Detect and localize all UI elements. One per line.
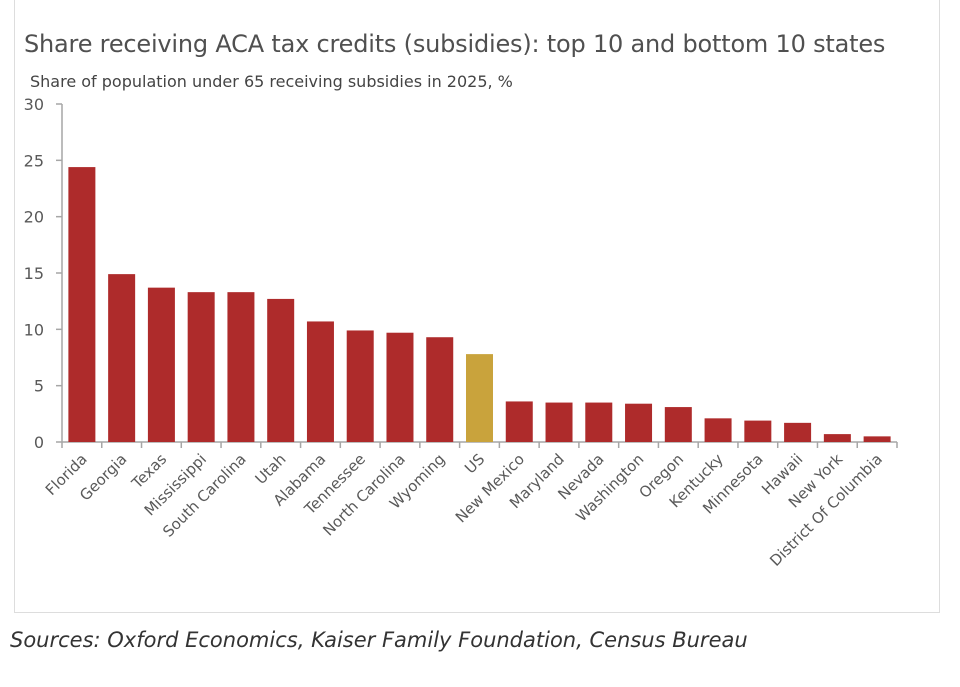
bar-maryland: [545, 402, 573, 442]
source-note: Sources: Oxford Economics, Kaiser Family…: [10, 628, 748, 652]
bar-district-of-columbia: [863, 436, 891, 442]
y-tick-label: 15: [24, 264, 44, 283]
bar-florida: [68, 167, 96, 443]
chart-frame: [14, 0, 940, 613]
x-tick-label: US: [461, 450, 488, 477]
bar-oregon: [664, 407, 692, 442]
bar-minnesota: [744, 420, 772, 442]
bar-alabama: [306, 321, 334, 442]
bar-kentucky: [704, 418, 732, 442]
y-tick-label: 20: [24, 208, 44, 227]
bar-texas: [147, 287, 175, 442]
y-tick-label: 25: [24, 151, 44, 170]
y-tick-label: 0: [34, 433, 44, 452]
bar-south-carolina: [227, 292, 255, 442]
bar-hawaii: [784, 422, 812, 442]
bar-north-carolina: [386, 332, 414, 442]
bar-washington: [625, 403, 653, 442]
chart-subtitle: Share of population under 65 receiving s…: [30, 72, 513, 91]
y-tick-label: 10: [24, 320, 44, 339]
bar-wyoming: [426, 337, 454, 442]
bar-nevada: [585, 402, 613, 442]
bar-us: [466, 354, 493, 442]
chart-title: Share receiving ACA tax credits (subsidi…: [24, 30, 886, 58]
bar-new-mexico: [505, 401, 533, 442]
bar-tennessee: [346, 330, 374, 442]
bar-utah: [267, 298, 295, 442]
y-tick-label: 30: [24, 95, 44, 114]
bar-new-york: [823, 434, 851, 442]
y-tick-label: 5: [34, 377, 44, 396]
bar-mississippi: [187, 292, 215, 442]
bar-georgia: [108, 274, 136, 442]
